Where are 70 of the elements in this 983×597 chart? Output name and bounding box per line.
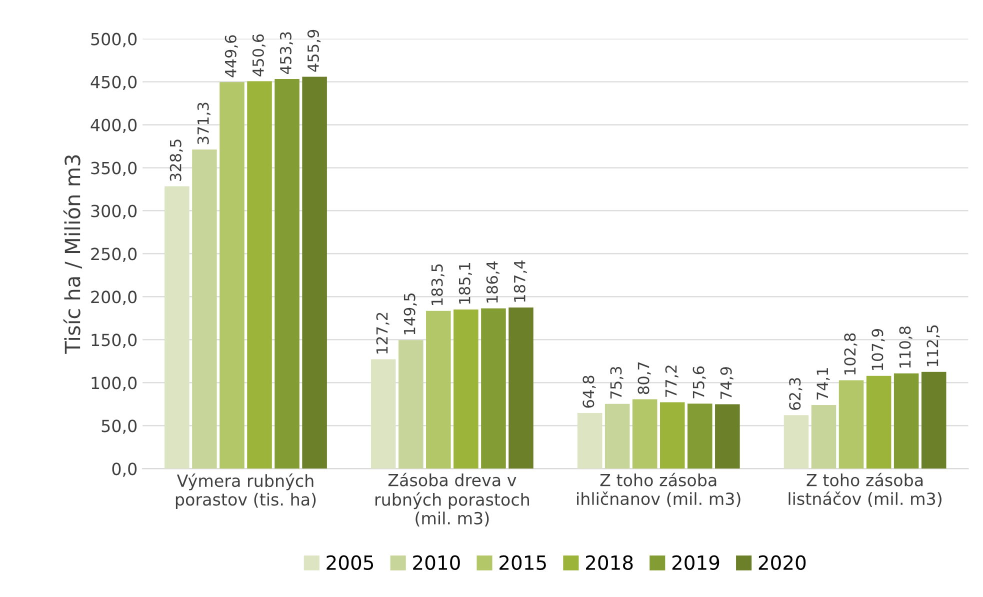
data-label: 328,5: [170, 140, 183, 181]
data-label: 449,6: [224, 35, 238, 78]
bar: [632, 399, 658, 469]
x-tick-label: Z toho zásoba listnáčov (mil. m3): [788, 472, 942, 508]
x-tick-label: Zásoba dreva v rubných porastoch (mil. m3): [375, 472, 529, 526]
bar: [454, 310, 478, 469]
legend-label: 2019: [672, 555, 720, 570]
data-label: 127,2: [376, 312, 390, 354]
bar: [838, 380, 864, 469]
y-tick-label: 0,0: [112, 462, 137, 477]
legend-label: 2020: [758, 555, 806, 570]
bar: [370, 359, 396, 469]
x-tick-label: Z toho zásoba ihličnanov (mil. m3): [577, 472, 740, 508]
bar: [481, 308, 506, 469]
data-label: 80,7: [638, 362, 651, 394]
y-tick-label: 350,0: [91, 162, 137, 176]
data-label: 371,3: [197, 102, 210, 144]
y-tick-label: 200,0: [91, 290, 137, 305]
data-label: 183,5: [431, 264, 444, 306]
bar: [784, 415, 809, 469]
bar: [426, 310, 451, 469]
bar: [247, 81, 272, 469]
data-label: 107,9: [872, 329, 885, 370]
data-label: 74,1: [816, 368, 830, 400]
data-label: 186,4: [486, 261, 500, 303]
bar: [715, 404, 740, 469]
data-label: 75,3: [610, 366, 624, 398]
y-tick-label: 400,0: [90, 118, 137, 134]
y-axis-title: Tisíc ha / Milión m3: [63, 155, 82, 354]
bar: [688, 404, 712, 469]
legend-label: 2018: [586, 555, 633, 570]
y-tick-label: 100,0: [92, 376, 137, 391]
bar: [508, 308, 534, 469]
data-label: 75,6: [692, 366, 706, 398]
legend-label: 2005: [326, 555, 374, 570]
bar: [660, 402, 685, 469]
data-label: 77,2: [665, 366, 678, 397]
data-label: 110,8: [899, 326, 912, 368]
y-tick-label: 50,0: [102, 420, 137, 434]
bar: [604, 404, 630, 469]
bar: [577, 412, 602, 469]
bar: [866, 376, 892, 469]
y-tick-label: 450,0: [90, 76, 137, 90]
bar: [811, 404, 836, 469]
data-label: 62,3: [789, 378, 802, 410]
data-label: 102,8: [844, 333, 858, 374]
bar: [164, 186, 190, 469]
bar: [894, 373, 919, 469]
x-tick-label: Výmera rubných porastov (tis. ha): [176, 474, 316, 509]
data-label: 455,9: [307, 30, 321, 72]
bar: [192, 149, 217, 469]
bar: [302, 76, 327, 469]
legend-label: 2010: [413, 555, 460, 570]
bar: [921, 372, 946, 469]
bar: [274, 78, 300, 469]
y-tick-label: 250,0: [91, 248, 137, 262]
legend-label: 2015: [500, 555, 546, 570]
y-tick-label: 300,0: [91, 204, 137, 220]
data-label: 185,1: [458, 263, 472, 304]
bar: [398, 340, 424, 469]
data-label: 450,6: [252, 34, 266, 76]
y-tick-label: 150,0: [92, 334, 137, 348]
data-label: 187,4: [514, 260, 527, 302]
y-tick-label: 500,0: [91, 32, 137, 48]
bar: [220, 82, 244, 469]
data-label: 149,5: [404, 294, 417, 334]
data-label: 64,8: [582, 376, 596, 408]
data-label: 112,5: [926, 325, 940, 366]
data-label: 74,9: [720, 367, 734, 399]
data-label: 453,3: [280, 32, 294, 74]
